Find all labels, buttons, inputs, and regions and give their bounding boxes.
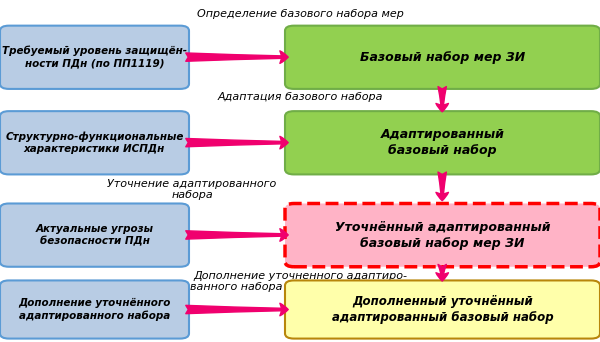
FancyBboxPatch shape: [285, 111, 600, 174]
Text: Дополнение уточнённого
адаптированного набора: Дополнение уточнённого адаптированного н…: [19, 298, 170, 321]
Text: Уточнённый адаптированный
базовый набор мер ЗИ: Уточнённый адаптированный базовый набор …: [335, 221, 550, 250]
Text: Адаптированный
базовый набор: Адаптированный базовый набор: [380, 128, 505, 157]
Text: Уточнение адаптированного
набора: Уточнение адаптированного набора: [107, 179, 277, 200]
Text: Актуальные угрозы
безопасности ПДн: Актуальные угрозы безопасности ПДн: [35, 224, 154, 247]
Text: Дополнение уточненного адаптиро-
ванного набора (при необходимости): Дополнение уточненного адаптиро- ванного…: [190, 271, 410, 292]
FancyBboxPatch shape: [0, 280, 189, 339]
FancyBboxPatch shape: [285, 280, 600, 339]
FancyBboxPatch shape: [0, 26, 189, 89]
FancyBboxPatch shape: [0, 111, 189, 174]
Text: Адаптация базового набора: Адаптация базового набора: [217, 92, 383, 102]
Text: Требуемый уровень защищён-
ности ПДн (по ПП1119): Требуемый уровень защищён- ности ПДн (по…: [2, 46, 187, 69]
Text: Базовый набор мер ЗИ: Базовый набор мер ЗИ: [360, 51, 525, 64]
FancyBboxPatch shape: [285, 203, 600, 267]
Text: Дополненный уточнённый
адаптированный базовый набор: Дополненный уточнённый адаптированный ба…: [332, 295, 553, 324]
FancyBboxPatch shape: [285, 26, 600, 89]
Text: Структурно-функциональные
характеристики ИСПДн: Структурно-функциональные характеристики…: [5, 131, 184, 154]
Text: Определение базового набора мер: Определение базового набора мер: [197, 9, 403, 18]
FancyBboxPatch shape: [0, 203, 189, 267]
